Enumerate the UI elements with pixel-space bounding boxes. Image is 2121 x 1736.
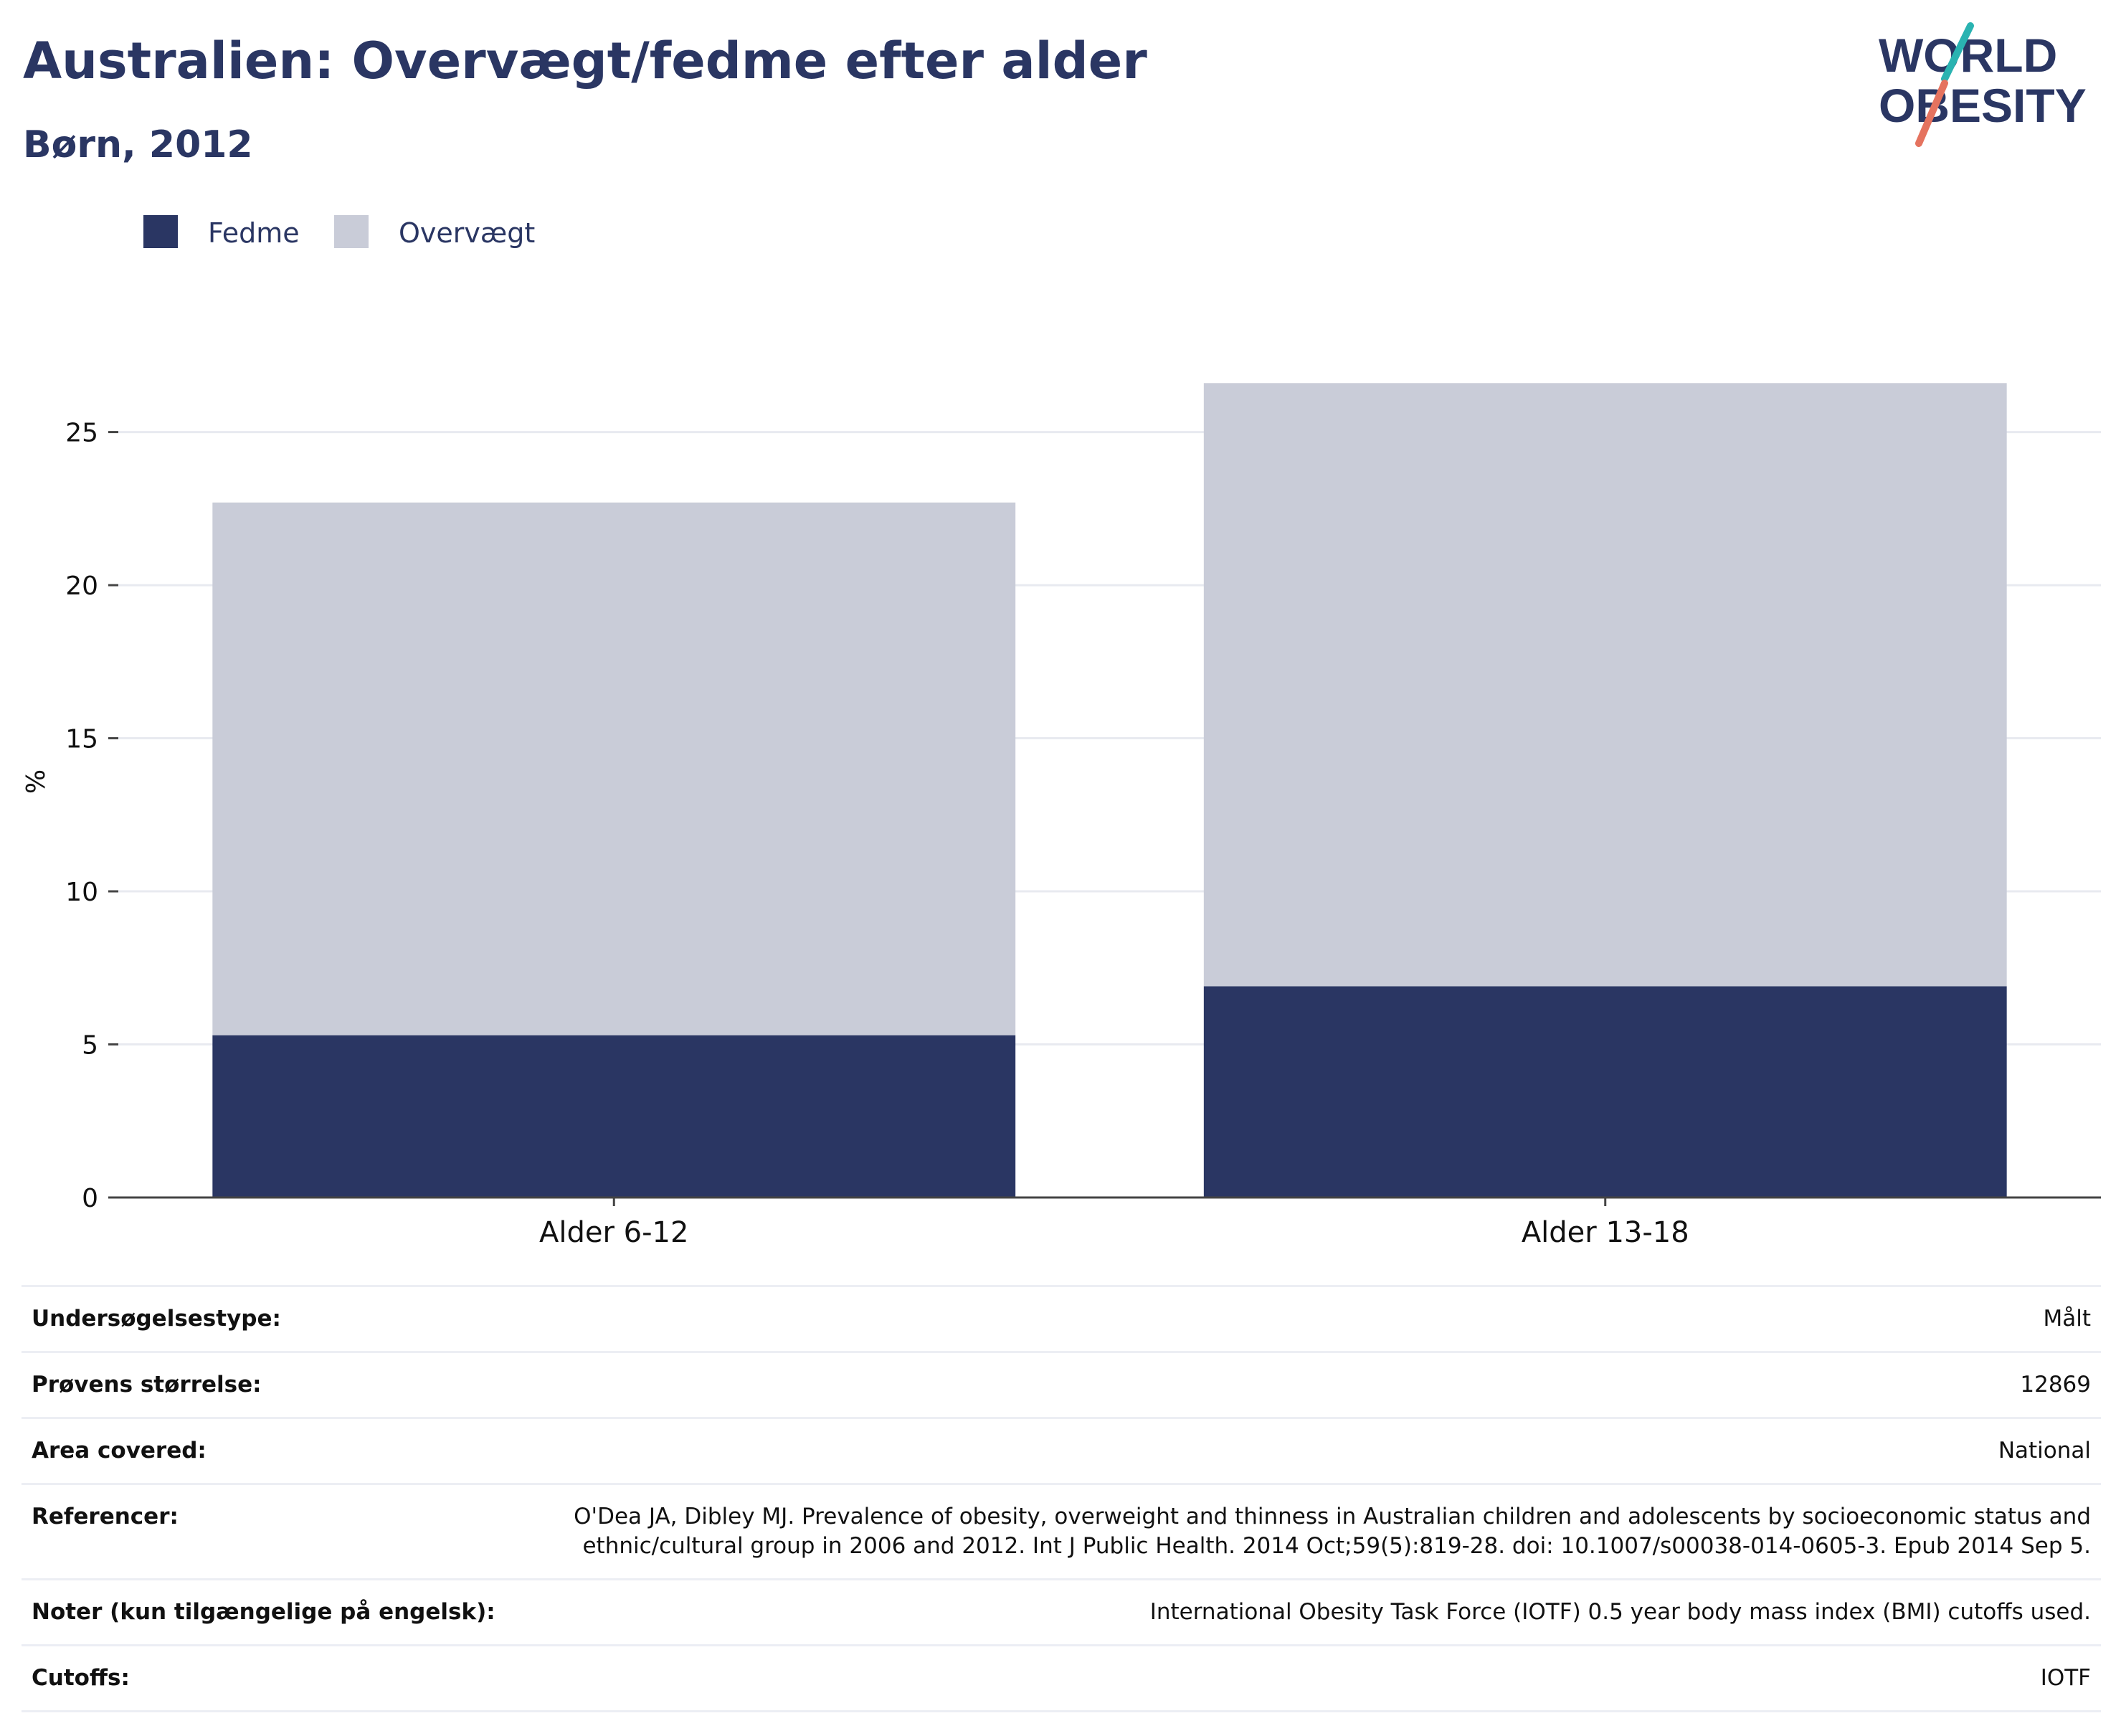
x-tick-label: Alder 13-18	[1522, 1216, 1689, 1249]
info-row: Cutoffs: IOTF	[22, 1645, 2101, 1712]
info-row: Undersøgelsestype: Målt	[22, 1286, 2101, 1352]
chart-legend: Fedme Overvægt	[143, 215, 535, 249]
y-tick-label: 10	[65, 878, 98, 907]
page-subtitle: Børn, 2012	[23, 123, 253, 166]
y-tick-label: 25	[65, 419, 98, 448]
x-axis-ticks: Alder 6-12 Alder 13-18	[539, 1197, 1689, 1249]
info-key: Referencer:	[32, 1504, 179, 1529]
x-tick-label: Alder 6-12	[539, 1216, 688, 1249]
info-value: O'Dea JA, Dibley MJ. Prevalence of obesi…	[574, 1504, 2091, 1559]
info-key: Cutoffs:	[32, 1665, 130, 1691]
info-value: 12869	[2020, 1372, 2091, 1398]
bar-overvaegt	[212, 502, 1016, 1035]
bar-fedme	[212, 1035, 1016, 1197]
info-row: Noter (kun tilgængelige på engelsk): Inte…	[22, 1579, 2101, 1646]
y-axis-ticks: 0 5 10 15 20 25	[65, 419, 118, 1213]
page-title: Australien: Overvægt/fedme efter alder	[23, 32, 1147, 90]
y-tick-label: 20	[65, 571, 98, 601]
y-tick-label: 0	[82, 1184, 98, 1213]
info-value: National	[1998, 1438, 2091, 1464]
info-value: Målt	[2043, 1306, 2091, 1332]
y-axis-label: %	[22, 769, 51, 794]
info-key: Prøvens størrelse:	[32, 1372, 262, 1398]
info-row: Prøvens størrelse: 12869	[22, 1352, 2101, 1418]
info-row: Referencer: O'Dea JA, Dibley MJ. Prevalen…	[22, 1484, 2101, 1580]
survey-info-table: Undersøgelsestype: Målt Prøvens størrelse:…	[22, 1285, 2101, 1712]
info-key: Area covered:	[32, 1438, 207, 1464]
bar-fedme	[1203, 986, 2007, 1197]
logo-line-2: OBESITY	[1879, 79, 2087, 132]
info-value: International Obesity Task Force (IOTF) …	[1149, 1599, 2091, 1625]
logo-slash-top	[1941, 22, 1974, 82]
logo-slash-bottom	[1915, 80, 1948, 147]
world-obesity-logo-icon: WORLD OBESITY	[1879, 22, 2087, 147]
chart-bars	[212, 383, 2007, 1197]
bar-overvaegt	[1203, 383, 2007, 987]
info-key: Noter (kun tilgængelige på engelsk):	[32, 1599, 495, 1625]
legend-label: Fedme	[208, 217, 300, 249]
legend-label: Overvægt	[399, 217, 535, 249]
legend-swatch	[143, 215, 178, 248]
y-tick-label: 5	[82, 1031, 98, 1061]
info-key: Undersøgelsestype:	[32, 1306, 281, 1332]
legend-swatch	[334, 215, 369, 248]
y-tick-label: 15	[65, 725, 98, 754]
info-row: Area covered: National	[22, 1418, 2101, 1484]
info-value: IOTF	[2040, 1665, 2091, 1691]
